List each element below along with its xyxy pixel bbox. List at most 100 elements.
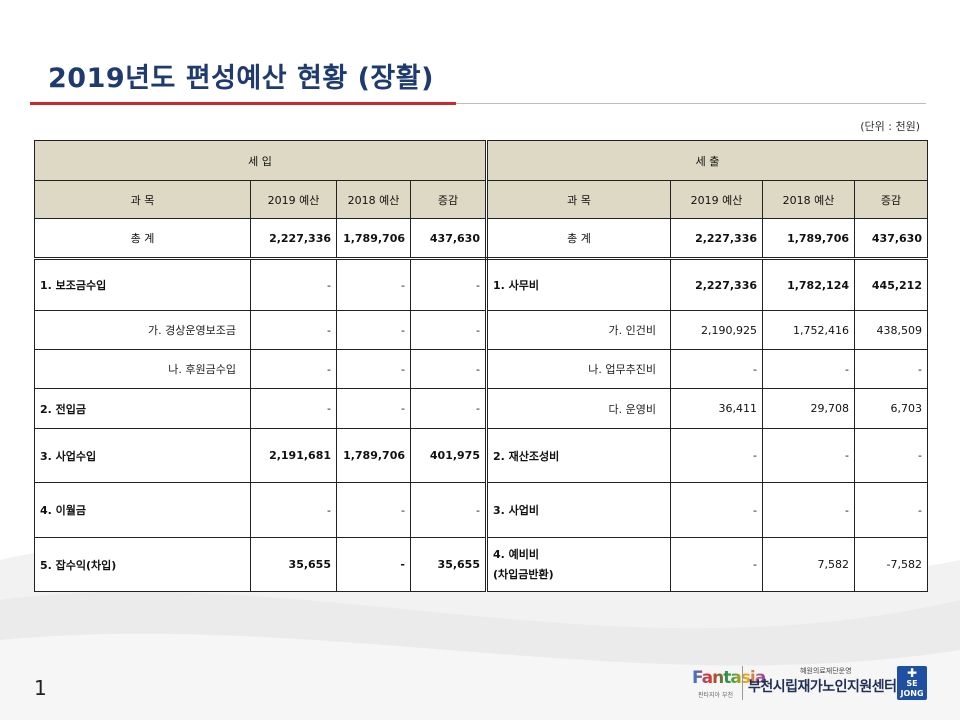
income-item: 3. 사업수입 xyxy=(34,428,251,483)
income-2018: 1,789,706 xyxy=(336,428,411,483)
income-change: - xyxy=(410,258,488,311)
budget-table: 세 입 세 출 과 목 2019 예산 2018 예산 증감 과 목 2019 … xyxy=(34,140,928,592)
table-row: 나. 후원금수입 - - - 나. 업무추진비 - - - xyxy=(34,349,928,389)
income-item: 나. 후원금수입 xyxy=(34,349,251,389)
sejong-logo: ✚ SE JONG xyxy=(897,666,927,700)
fantasia-logo-subtitle: 판타지아 부천 xyxy=(698,692,734,699)
fantasia-logo-text: Fantasia xyxy=(692,668,766,688)
income-change: - xyxy=(410,482,488,538)
expense-2018: 29,708 xyxy=(762,388,855,429)
expense-subject-header: 과 목 xyxy=(486,180,671,219)
expense-item-note: (차입금반환) xyxy=(493,567,554,581)
expense-2019: - xyxy=(670,537,763,592)
income-change: - xyxy=(410,349,488,389)
expense-change: 438,509 xyxy=(854,310,928,350)
income-change: - xyxy=(410,310,488,350)
income-change: - xyxy=(410,388,488,429)
expense-item: 4. 예비비 xyxy=(493,547,540,561)
income-2019: - xyxy=(250,482,337,538)
income-2018: - xyxy=(336,310,411,350)
expense-2019: 2,190,925 xyxy=(670,310,763,350)
sejong-logo-line2: JONG xyxy=(900,689,924,698)
expense-change: 445,212 xyxy=(854,258,928,311)
income-item: 1. 보조금수입 xyxy=(34,258,251,311)
expense-2019: - xyxy=(670,482,763,538)
expense-total-2018: 1,789,706 xyxy=(762,218,855,260)
income-2018: - xyxy=(336,482,411,538)
org-operator: 혜원의료재단운영 xyxy=(800,667,852,675)
expense-item: 가. 인건비 xyxy=(486,310,671,350)
expense-item: 다. 운영비 xyxy=(486,388,671,429)
income-subject-header: 과 목 xyxy=(34,180,251,219)
expense-total-change: 437,630 xyxy=(854,218,928,260)
title-underline xyxy=(456,103,926,104)
expense-2019-header: 2019 예산 xyxy=(670,180,763,219)
expense-change: - xyxy=(854,428,928,483)
footer-logos: Fantasia 판타지아 부천 혜원의료재단운영 부천시립재가노인지원센터 ✚… xyxy=(692,664,928,704)
cross-icon: ✚ xyxy=(906,666,918,680)
expense-item-multiline: 4. 예비비 (차입금반환) xyxy=(486,537,671,592)
logo-divider xyxy=(742,666,743,700)
expense-2018: - xyxy=(762,482,855,538)
expense-2019: 36,411 xyxy=(670,388,763,429)
expense-change: 6,703 xyxy=(854,388,928,429)
expense-item: 3. 사업비 xyxy=(486,482,671,538)
expense-total-2019: 2,227,336 xyxy=(670,218,763,260)
income-2019: - xyxy=(250,349,337,389)
table-row: 1. 보조금수입 - - - 1. 사무비 2,227,336 1,782,12… xyxy=(34,258,928,311)
income-2019: 2,191,681 xyxy=(250,428,337,483)
income-2018: - xyxy=(336,388,411,429)
income-2018-header: 2018 예산 xyxy=(336,180,411,219)
income-2019: 35,655 xyxy=(250,537,337,592)
income-change: 401,975 xyxy=(410,428,488,483)
income-item: 가. 경상운영보조금 xyxy=(34,310,251,350)
income-item: 4. 이월금 xyxy=(34,482,251,538)
income-change: 35,655 xyxy=(410,537,488,592)
income-2018: - xyxy=(336,349,411,389)
table-row: 2. 전입금 - - - 다. 운영비 36,411 29,708 6,703 xyxy=(34,388,928,429)
expense-2018: 1,752,416 xyxy=(762,310,855,350)
income-2019: - xyxy=(250,310,337,350)
expense-item: 1. 사무비 xyxy=(486,258,671,311)
income-item: 5. 잡수익(차입) xyxy=(34,537,251,592)
table-row: 5. 잡수익(차입) 35,655 - 35,655 4. 예비비 (차입금반환… xyxy=(34,537,928,592)
page-number: 1 xyxy=(34,676,47,700)
expense-2018-header: 2018 예산 xyxy=(762,180,855,219)
expense-2018: 1,782,124 xyxy=(762,258,855,311)
expense-2018: 7,582 xyxy=(762,537,855,592)
income-total-2019: 2,227,336 xyxy=(250,218,337,260)
income-2019: - xyxy=(250,388,337,429)
income-total-2018: 1,789,706 xyxy=(336,218,411,260)
expense-2019: - xyxy=(670,349,763,389)
expense-header: 세 출 xyxy=(486,140,928,181)
income-total-label: 총 계 xyxy=(34,218,251,260)
expense-item: 나. 업무추진비 xyxy=(486,349,671,389)
page-title: 2019년도 편성예산 현황 (장활) xyxy=(48,63,434,94)
expense-2019: 2,227,336 xyxy=(670,258,763,311)
income-change-header: 증감 xyxy=(410,180,488,219)
total-row: 총 계 2,227,336 1,789,706 437,630 총 계 2,22… xyxy=(34,218,928,260)
expense-total-label: 총 계 xyxy=(486,218,671,260)
org-name: 부천시립재가노인지원센터 xyxy=(748,679,897,695)
expense-2018: - xyxy=(762,349,855,389)
expense-change-header: 증감 xyxy=(854,180,928,219)
expense-2019: - xyxy=(670,428,763,483)
sejong-logo-line1: SE xyxy=(906,679,918,688)
title-underline-accent xyxy=(30,102,456,105)
income-2018: - xyxy=(336,258,411,311)
unit-label: (단위 : 천원) xyxy=(860,120,920,133)
expense-item: 2. 재산조성비 xyxy=(486,428,671,483)
income-item: 2. 전입금 xyxy=(34,388,251,429)
table-row: 가. 경상운영보조금 - - - 가. 인건비 2,190,925 1,752,… xyxy=(34,310,928,350)
expense-change: - xyxy=(854,482,928,538)
table-row: 4. 이월금 - - - 3. 사업비 - - - xyxy=(34,482,928,538)
income-2019: - xyxy=(250,258,337,311)
income-2019-header: 2019 예산 xyxy=(250,180,337,219)
expense-change: - xyxy=(854,349,928,389)
table-row: 3. 사업수입 2,191,681 1,789,706 401,975 2. 재… xyxy=(34,428,928,483)
income-total-change: 437,630 xyxy=(410,218,488,260)
expense-2018: - xyxy=(762,428,855,483)
expense-change: -7,582 xyxy=(854,537,928,592)
income-2018: - xyxy=(336,537,411,592)
income-header: 세 입 xyxy=(34,140,488,181)
